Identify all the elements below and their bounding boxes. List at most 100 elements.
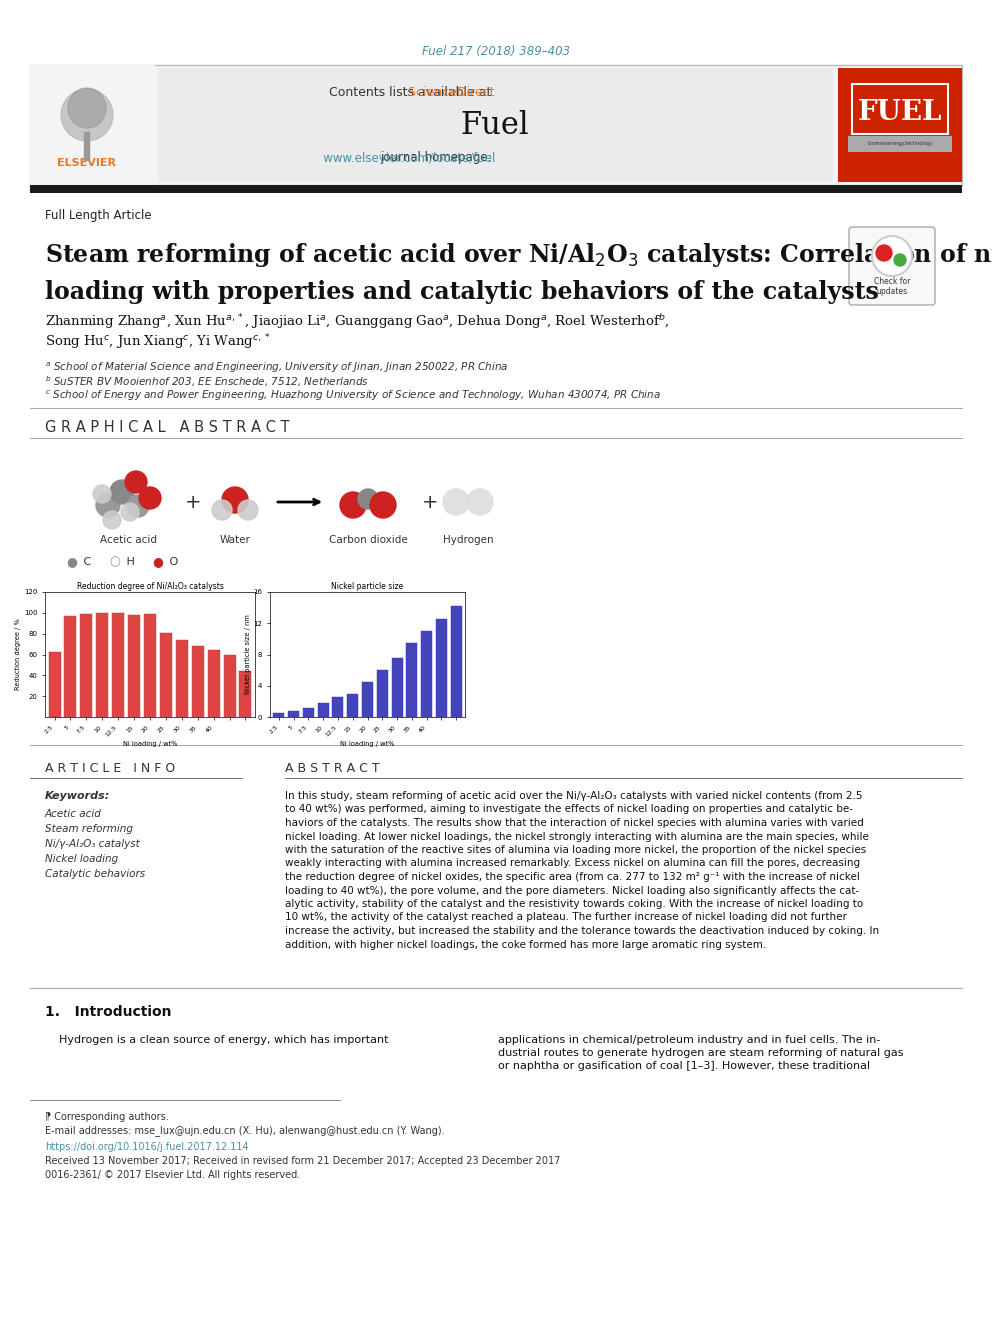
Bar (96, 613, 108, 717)
Text: loading with properties and catalytic behaviors of the catalysts: loading with properties and catalytic be… (45, 280, 879, 304)
Bar (838, 67, 962, 183)
Text: Steam reforming of acetic acid over Ni/Al$_2$O$_3$ catalysts: Correlation of nic: Steam reforming of acetic acid over Ni/A… (45, 241, 992, 269)
Bar (407, 643, 418, 717)
Y-axis label: Nickel particle size / nm: Nickel particle size / nm (245, 615, 251, 695)
Circle shape (139, 487, 161, 509)
Bar (80, 614, 92, 717)
Bar (207, 651, 219, 717)
Text: 0016-2361/ © 2017 Elsevier Ltd. All rights reserved.: 0016-2361/ © 2017 Elsevier Ltd. All righ… (45, 1170, 301, 1180)
Bar (848, 78, 952, 149)
Circle shape (238, 500, 258, 520)
Text: weakly interacting with alumina increased remarkably. Excess nickel on alumina c: weakly interacting with alumina increase… (285, 859, 860, 868)
Bar (30, 65, 962, 185)
Y-axis label: Reduction degree / %: Reduction degree / % (15, 619, 21, 691)
Bar (30, 65, 155, 185)
Circle shape (96, 493, 120, 517)
Text: to 40 wt%) was performed, aiming to investigate the effects of nickel loading on: to 40 wt%) was performed, aiming to inve… (285, 804, 853, 815)
Text: 10 wt%, the activity of the catalyst reached a plateau. The further increase of : 10 wt%, the activity of the catalyst rea… (285, 913, 847, 922)
Bar (30, 185, 962, 193)
Text: $^c$ School of Energy and Power Engineering, Huazhong University of Science and : $^c$ School of Energy and Power Engineer… (45, 389, 661, 404)
Text: updates: updates (877, 287, 908, 296)
Bar (223, 655, 235, 717)
Text: Hydrogen: Hydrogen (442, 534, 493, 545)
Bar (450, 606, 461, 717)
Circle shape (443, 490, 469, 515)
Bar (362, 681, 373, 717)
FancyBboxPatch shape (849, 228, 935, 306)
Text: ELSEVIER: ELSEVIER (58, 157, 116, 168)
X-axis label: Ni loading / wt%: Ni loading / wt% (340, 741, 395, 746)
Bar (84, 132, 89, 160)
Bar (317, 703, 328, 717)
Circle shape (125, 471, 147, 493)
Text: In this study, steam reforming of acetic acid over the Ni/γ-Al₂O₃ catalysts with: In this study, steam reforming of acetic… (285, 791, 862, 800)
Text: Zhanming Zhang$^a$, Xun Hu$^{a,*}$, Jiaojiao Li$^a$, Guanggang Gao$^a$, Dehua Do: Zhanming Zhang$^a$, Xun Hu$^{a,*}$, Jiao… (45, 312, 670, 332)
Text: Song Hu$^c$, Jun Xiang$^c$, Yi Wang$^{c,*}$: Song Hu$^c$, Jun Xiang$^c$, Yi Wang$^{c,… (45, 332, 271, 352)
Circle shape (127, 495, 149, 517)
Circle shape (340, 492, 366, 519)
Bar (288, 710, 300, 717)
Text: Keywords:: Keywords: (45, 791, 110, 800)
Text: H: H (123, 557, 135, 568)
Bar (158, 67, 833, 183)
Text: ●: ● (153, 556, 164, 569)
Text: journal homepage:: journal homepage: (380, 152, 495, 164)
Text: haviors of the catalysts. The results show that the interaction of nickel specie: haviors of the catalysts. The results sh… (285, 818, 864, 828)
Text: Steam reforming: Steam reforming (45, 824, 133, 833)
Bar (64, 617, 76, 717)
Circle shape (358, 490, 378, 509)
Text: +: + (422, 492, 438, 512)
Text: Carbon dioxide: Carbon dioxide (328, 534, 408, 545)
Circle shape (876, 245, 892, 261)
Circle shape (110, 480, 134, 504)
Bar (144, 614, 156, 717)
Text: Received 13 November 2017; Received in revised form 21 December 2017; Accepted 2: Received 13 November 2017; Received in r… (45, 1156, 560, 1166)
Text: https://doi.org/10.1016/j.fuel.2017.12.114: https://doi.org/10.1016/j.fuel.2017.12.1… (45, 1142, 249, 1152)
Text: Acetic acid: Acetic acid (45, 808, 102, 819)
Text: ○: ○ (109, 556, 120, 569)
Ellipse shape (68, 89, 106, 128)
Text: +: + (185, 492, 201, 512)
Text: A B S T R A C T: A B S T R A C T (285, 762, 380, 774)
Text: G R A P H I C A L   A B S T R A C T: G R A P H I C A L A B S T R A C T (45, 421, 290, 435)
Circle shape (894, 254, 906, 266)
Text: ●: ● (66, 556, 77, 569)
Circle shape (121, 503, 139, 521)
Text: ScienceDirect: ScienceDirect (289, 86, 495, 98)
Bar (112, 613, 124, 717)
Bar (421, 631, 433, 717)
Circle shape (872, 235, 912, 277)
Text: Acetic acid: Acetic acid (99, 534, 157, 545)
Bar (852, 83, 948, 134)
Text: O: O (166, 557, 179, 568)
Text: with the saturation of the reactive sites of alumina via loading more nickel, th: with the saturation of the reactive site… (285, 845, 866, 855)
Bar (347, 693, 358, 717)
Text: FUEL: FUEL (858, 98, 942, 126)
Text: Check for: Check for (874, 278, 911, 287)
Text: Nickel loading: Nickel loading (45, 855, 118, 864)
Circle shape (222, 487, 248, 513)
Bar (160, 632, 172, 717)
Text: A R T I C L E   I N F O: A R T I C L E I N F O (45, 762, 176, 774)
Text: Contents lists available at: Contents lists available at (328, 86, 495, 98)
Circle shape (212, 500, 232, 520)
Text: loading to 40 wt%), the pore volume, and the pore diameters. Nickel loading also: loading to 40 wt%), the pore volume, and… (285, 885, 859, 896)
Text: applications in chemical/petroleum industry and in fuel cells. The in-: applications in chemical/petroleum indus… (498, 1035, 880, 1045)
Bar (332, 697, 343, 717)
Circle shape (370, 492, 396, 519)
Text: $^b$ SuSTER BV Mooienhof 203, EE Enschede, 7512, Netherlands: $^b$ SuSTER BV Mooienhof 203, EE Ensched… (45, 374, 369, 389)
Title: Nickel particle size: Nickel particle size (331, 582, 404, 591)
Bar (274, 713, 285, 717)
Text: increase the activity, but increased the stability and the tolerance towards the: increase the activity, but increased the… (285, 926, 879, 935)
Bar (848, 136, 952, 152)
Text: dustrial routes to generate hydrogen are steam reforming of natural gas: dustrial routes to generate hydrogen are… (498, 1048, 904, 1058)
Text: ⁋ Corresponding authors.: ⁋ Corresponding authors. (45, 1113, 169, 1122)
Ellipse shape (61, 89, 113, 142)
Circle shape (93, 486, 111, 503)
Circle shape (467, 490, 493, 515)
Circle shape (103, 511, 121, 529)
Bar (128, 615, 140, 717)
X-axis label: Ni loading / wt%: Ni loading / wt% (123, 741, 178, 746)
Bar (191, 646, 203, 717)
Text: www.elsevier.com/locate/fuel: www.elsevier.com/locate/fuel (252, 152, 495, 164)
